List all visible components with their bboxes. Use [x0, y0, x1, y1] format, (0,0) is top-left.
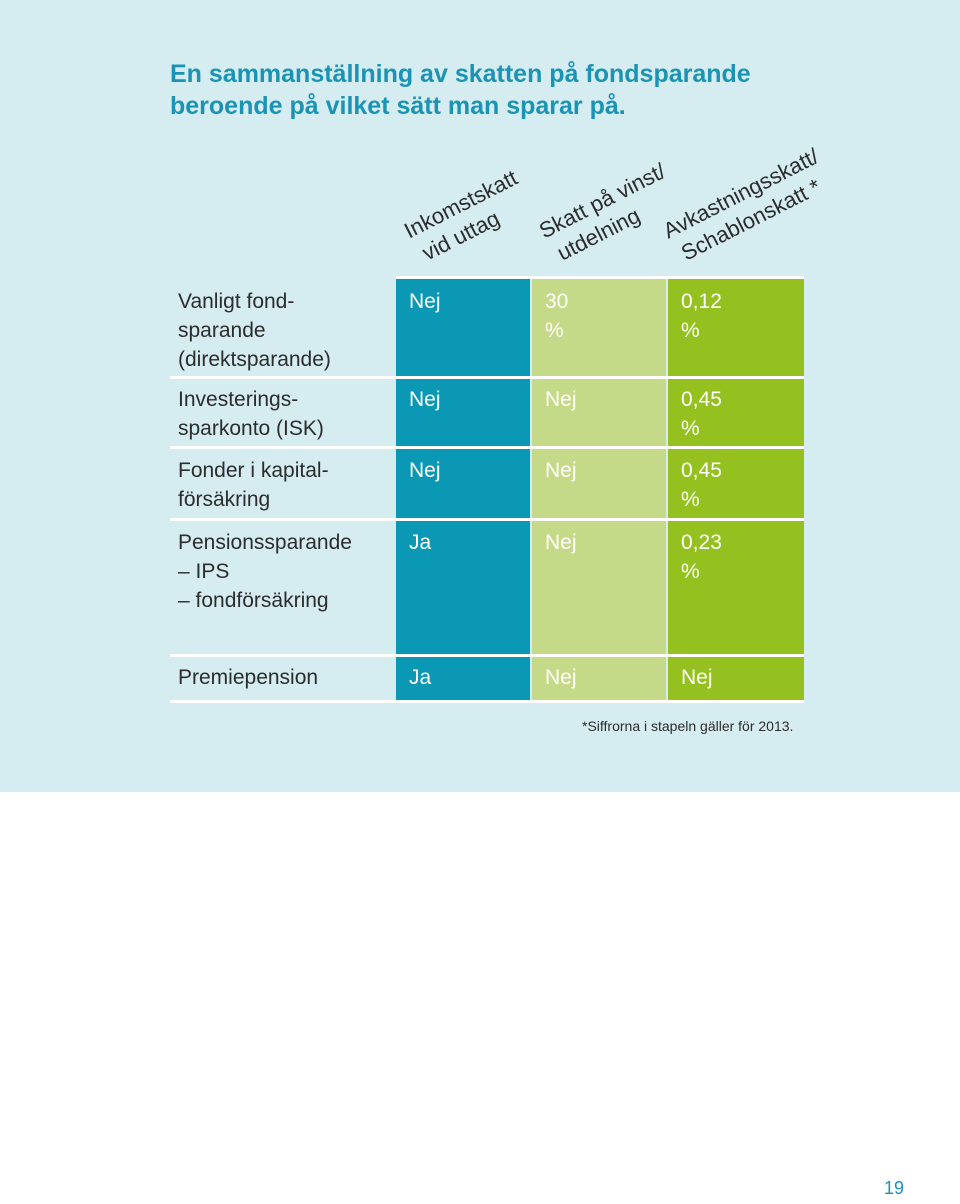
page-number: 19	[884, 1178, 905, 1198]
cell-capital-gains-tax: Nej	[545, 531, 577, 554]
cell-yield-tax: 0,12 %	[681, 290, 722, 342]
page-title: En sammanställning av skatten på fondspa…	[170, 58, 870, 122]
row-divider	[170, 446, 804, 449]
row-label-capital-insurance: Fonder i kapital- försäkring	[178, 459, 329, 511]
cell-income-tax: Ja	[409, 666, 432, 689]
row-divider	[170, 700, 804, 703]
cell-capital-gains-tax: 30 %	[545, 290, 569, 342]
footnote: *Siffrorna i stapeln gäller för 2013.	[582, 718, 794, 734]
cell-yield-tax: 0,45 %	[681, 459, 722, 511]
cell-income-tax: Nej	[409, 459, 441, 482]
cell-yield-tax: 0,45 %	[681, 388, 722, 440]
title-line-1: En sammanställning av skatten på fondspa…	[170, 60, 751, 88]
cell-yield-tax: 0,23 %	[681, 531, 722, 583]
cell-capital-gains-tax: Nej	[545, 459, 577, 482]
cell-income-tax: Nej	[409, 290, 441, 313]
cell-capital-gains-tax: Nej	[545, 666, 577, 689]
income-tax-column	[396, 278, 530, 702]
yield-tax-column	[668, 278, 804, 702]
cell-income-tax: Nej	[409, 388, 441, 411]
row-label-pension-saving: Pensionssparande – IPS – fondförsäkring	[178, 531, 352, 612]
row-label-direct-saving: Vanligt fond- sparande (direktsparande)	[178, 290, 331, 371]
cell-yield-tax: Nej	[681, 666, 713, 689]
row-divider	[170, 376, 804, 379]
capital-gains-tax-column	[532, 278, 666, 702]
row-divider	[170, 654, 804, 657]
cell-capital-gains-tax: Nej	[545, 388, 577, 411]
row-label-isk: Investerings- sparkonto (ISK)	[178, 388, 324, 440]
title-line-2: beroende på vilket sätt man sparar på.	[170, 92, 626, 120]
row-label-premium-pension: Premiepension	[178, 666, 319, 689]
row-divider	[170, 518, 804, 521]
cell-income-tax: Ja	[409, 531, 432, 554]
row-divider	[396, 276, 804, 279]
